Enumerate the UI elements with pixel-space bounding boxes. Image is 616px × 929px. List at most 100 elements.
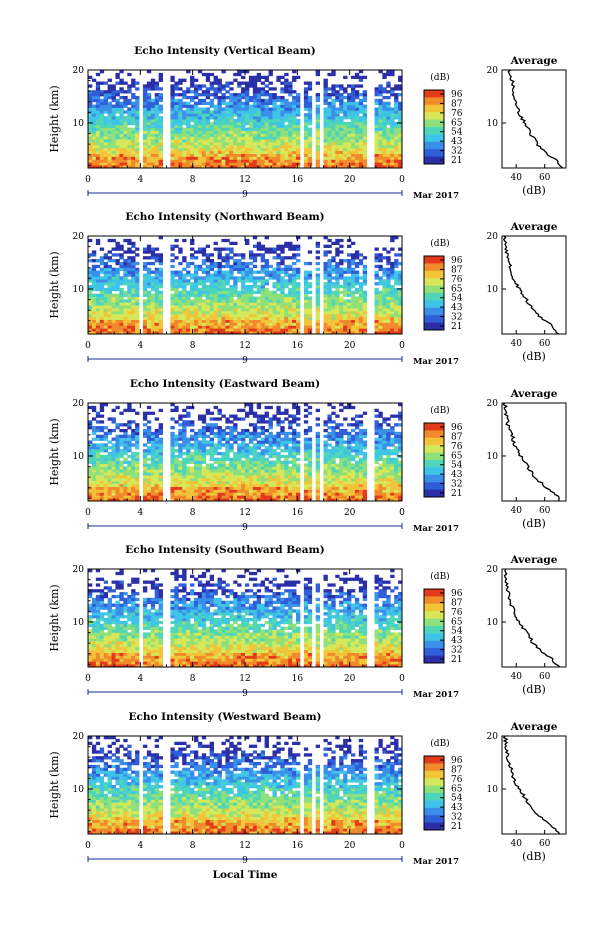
colorbar-tick-label: 96 [451, 256, 463, 266]
heatmap-cell [256, 244, 262, 248]
heatmap-cell [170, 431, 175, 436]
heatmap-cell [170, 325, 175, 329]
heatmap-cell [245, 136, 250, 140]
heatmap-cell [292, 331, 297, 335]
heatmap-cell [327, 313, 332, 318]
heatmap-cell [201, 159, 207, 163]
heatmap-cell [335, 139, 340, 143]
heatmap-cell [354, 75, 360, 80]
heatmap-cell [339, 84, 344, 88]
heatmap-cell [88, 84, 93, 88]
heatmap-cell [331, 130, 336, 134]
heatmap-cell [221, 276, 226, 280]
heatmap-cell [245, 165, 250, 169]
heatmap-cell [343, 113, 348, 117]
heatmap-cell [354, 159, 360, 163]
heatmap-cell [296, 302, 301, 306]
heatmap-cell [358, 313, 364, 318]
heatmap-cell [205, 290, 211, 295]
heatmap-cell [91, 328, 97, 332]
heatmap-cell [358, 130, 364, 134]
heatmap-cell [174, 162, 179, 166]
heatmap-cell [221, 454, 226, 459]
heatmap-cell [276, 322, 281, 326]
heatmap-cell [256, 279, 262, 283]
heatmap-cell [135, 279, 140, 283]
heatmap-cell [217, 492, 222, 496]
heatmap-cell [170, 90, 175, 94]
heatmap-cell [131, 299, 136, 303]
heatmap-cell [221, 305, 226, 309]
heatmap-cell [111, 285, 116, 289]
heatmap-cell [146, 256, 152, 260]
heatmap-cell [209, 264, 215, 269]
heatmap-cell [88, 98, 93, 103]
heatmap-cell [221, 93, 226, 97]
heatmap-cell [268, 98, 273, 103]
heatmap-cell [390, 136, 395, 140]
heatmap-cell [205, 256, 211, 260]
heatmap-cell [91, 282, 97, 286]
heatmap-cell [99, 443, 105, 447]
heatmap-cell [158, 72, 163, 77]
heatmap-cell [354, 305, 360, 309]
heatmap-cell [358, 127, 364, 131]
heatmap-cell [241, 270, 246, 274]
heatmap-cell [182, 302, 187, 306]
heatmap-cell [111, 144, 116, 149]
heatmap-cell [225, 279, 230, 283]
date-label: Mar 2017 [413, 357, 459, 367]
heatmap-cell [233, 78, 238, 82]
heatmap-cell [205, 480, 211, 485]
heatmap-cell [123, 267, 128, 271]
heatmap-cell [398, 325, 403, 329]
heatmap-cell [386, 162, 391, 166]
heatmap-cell [107, 466, 112, 470]
heatmap-cell [107, 440, 112, 444]
heatmap-cell [107, 78, 112, 82]
heatmap-cell [131, 121, 136, 126]
heatmap-cell [182, 279, 187, 283]
heatmap-cell [103, 472, 109, 476]
heatmap-cell [229, 116, 234, 120]
heatmap-cell [276, 107, 281, 111]
heatmap-cell [205, 440, 211, 444]
heatmap-cell [99, 144, 105, 149]
heatmap-cell [276, 162, 281, 166]
heatmap-cell [115, 460, 120, 464]
heatmap-cell [339, 250, 344, 254]
heatmap-cell [119, 139, 124, 143]
heatmap-cell [268, 150, 273, 154]
heatmap-cell [107, 90, 112, 94]
heatmap-cell [237, 121, 242, 126]
heatmap-cell [245, 270, 250, 274]
heatmap-cell [264, 322, 269, 326]
heatmap-cell [142, 417, 148, 421]
heatmap-cell [135, 101, 140, 105]
heatmap-cell [193, 147, 199, 152]
heatmap-cell [225, 486, 230, 490]
heatmap-cell [237, 279, 242, 283]
heatmap-cell [201, 130, 207, 134]
heatmap-cell [394, 310, 399, 315]
heatmap-cell [107, 127, 112, 131]
heatmap-cell [225, 270, 230, 274]
heatmap-cell [394, 124, 399, 129]
heatmap-cell [358, 325, 364, 329]
heatmap-cell [111, 296, 116, 300]
heatmap-cell [209, 305, 215, 309]
heatmap-cell [252, 299, 258, 303]
heatmap-cell [398, 104, 403, 108]
heatmap-cell [205, 299, 211, 303]
heatmap-cell [288, 150, 293, 154]
heatmap-cell [182, 446, 187, 450]
heatmap-cell [268, 296, 273, 300]
heatmap-cell [354, 299, 360, 303]
heatmap-cell [107, 121, 112, 126]
heatmap-cell [88, 293, 93, 297]
heatmap-cell [237, 162, 242, 166]
heatmap-cell [327, 305, 332, 309]
heatmap-cell [303, 101, 309, 105]
heatmap-cell [307, 113, 313, 117]
heatmap-cell [217, 431, 222, 436]
